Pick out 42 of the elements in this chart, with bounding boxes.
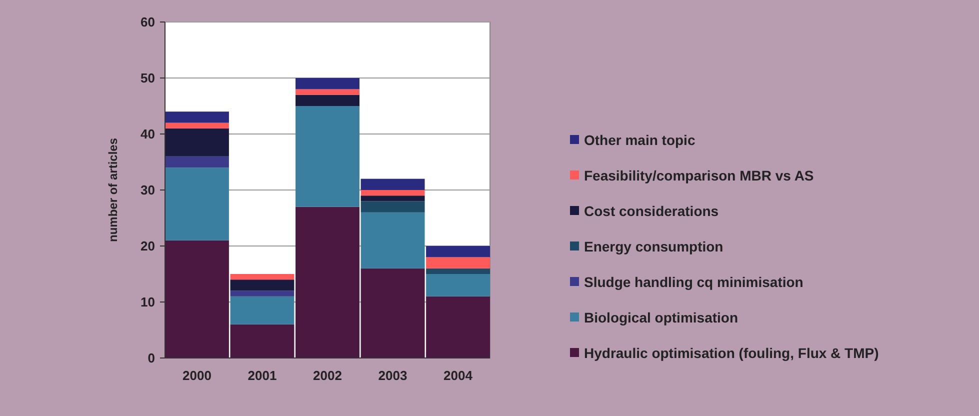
- bar: [230, 290, 294, 296]
- bar: [296, 78, 360, 90]
- bar: [426, 268, 490, 274]
- bar: [360, 190, 425, 196]
- bar: [230, 280, 294, 291]
- legend-label: Feasibility/comparison MBR vs AS: [584, 167, 814, 184]
- legend-label: Sludge handling cq minimisation: [584, 274, 804, 290]
- y-tick-label: 60: [140, 14, 155, 30]
- bar: [296, 89, 360, 95]
- bar: [426, 246, 490, 258]
- legend-label: Biological optimisation: [584, 309, 738, 326]
- bar: [165, 128, 229, 156]
- bar: [296, 94, 360, 106]
- y-tick-label: 50: [140, 70, 155, 86]
- legend-label: Other main topic: [584, 132, 696, 148]
- y-tick-label: 0: [148, 350, 155, 366]
- bar: [426, 257, 490, 268]
- y-tick-label: 30: [140, 182, 155, 198]
- bar: [165, 156, 229, 168]
- y-axis-title: number of articles: [106, 138, 120, 242]
- bar: [230, 296, 294, 324]
- bar: [296, 106, 360, 207]
- bar: [426, 274, 490, 296]
- bar: [165, 122, 229, 128]
- bar: [230, 274, 294, 280]
- y-tick-label: 10: [140, 294, 155, 310]
- x-tick-label: 2003: [378, 368, 408, 383]
- legend-label: Energy consumption: [584, 238, 724, 254]
- bar: [360, 201, 425, 212]
- x-tick-label: 2002: [313, 368, 342, 383]
- x-tick-label: 2001: [248, 368, 277, 383]
- legend-label: Cost considerations: [584, 202, 719, 219]
- x-tick-label: 2000: [182, 368, 212, 383]
- bar: [360, 196, 425, 202]
- bar: [165, 112, 229, 123]
- x-tick-label: 2004: [444, 368, 474, 383]
- y-tick-label: 20: [140, 238, 155, 254]
- bar: [360, 212, 425, 268]
- bar: [360, 178, 425, 190]
- legend-label: Hydraulic optimisation (fouling, Flux & TMP): [584, 344, 879, 361]
- bar: [165, 168, 229, 240]
- y-tick-label: 40: [140, 126, 155, 142]
